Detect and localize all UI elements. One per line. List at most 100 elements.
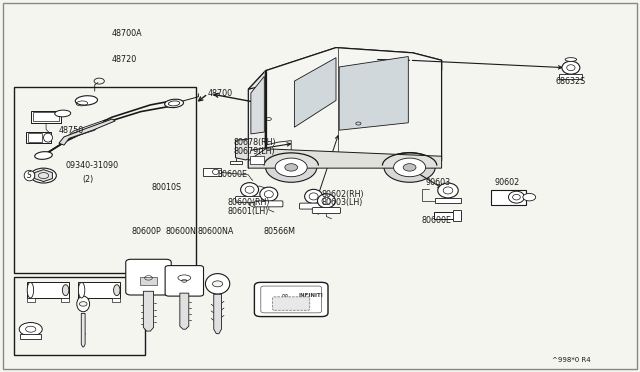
Circle shape	[285, 164, 298, 171]
Ellipse shape	[78, 282, 85, 298]
Ellipse shape	[27, 282, 33, 298]
Ellipse shape	[260, 187, 278, 201]
Bar	[140, 277, 157, 285]
Bar	[113, 298, 120, 302]
Text: 80600P: 80600P	[131, 227, 161, 236]
Text: 68632S: 68632S	[556, 77, 586, 86]
Polygon shape	[236, 139, 248, 160]
Text: 80566M: 80566M	[264, 227, 296, 236]
Bar	[61, 298, 69, 302]
Ellipse shape	[565, 58, 577, 61]
Bar	[253, 159, 263, 163]
Ellipse shape	[77, 296, 90, 312]
Text: 90602: 90602	[494, 178, 519, 187]
Bar	[79, 298, 86, 302]
Circle shape	[394, 158, 426, 177]
Text: 48700: 48700	[208, 89, 233, 98]
Bar	[27, 298, 35, 302]
Text: ^998*0 R4: ^998*0 R4	[552, 357, 590, 363]
Bar	[203, 168, 221, 176]
Bar	[491, 190, 526, 205]
FancyBboxPatch shape	[273, 297, 310, 310]
Bar	[250, 156, 264, 164]
Ellipse shape	[438, 183, 458, 198]
Circle shape	[212, 281, 223, 287]
Text: 48700A: 48700A	[112, 29, 143, 38]
Circle shape	[31, 168, 56, 183]
FancyBboxPatch shape	[165, 266, 204, 296]
Text: 80600N: 80600N	[165, 227, 196, 236]
Bar	[559, 74, 582, 79]
Polygon shape	[248, 48, 442, 89]
FancyBboxPatch shape	[312, 208, 340, 214]
Text: 80601(LH): 80601(LH)	[227, 207, 269, 216]
Polygon shape	[339, 57, 408, 130]
Text: 80600(RH): 80600(RH)	[227, 198, 269, 207]
Polygon shape	[63, 120, 106, 141]
Text: S: S	[27, 171, 32, 180]
Ellipse shape	[317, 194, 335, 208]
Bar	[14, 87, 196, 273]
Text: 80010S: 80010S	[151, 183, 181, 192]
Ellipse shape	[114, 285, 120, 296]
FancyBboxPatch shape	[255, 201, 283, 207]
Polygon shape	[294, 58, 336, 127]
Bar	[453, 210, 461, 221]
Bar	[28, 133, 42, 142]
Text: 80678(RH): 80678(RH)	[234, 138, 276, 147]
Polygon shape	[59, 119, 115, 145]
Polygon shape	[251, 76, 264, 134]
Text: 80602(RH): 80602(RH)	[321, 190, 364, 199]
Text: INFINITI: INFINITI	[299, 293, 324, 298]
Bar	[434, 212, 461, 219]
Circle shape	[275, 158, 307, 177]
Ellipse shape	[562, 61, 580, 74]
Text: 90603: 90603	[426, 178, 451, 187]
Circle shape	[523, 193, 536, 201]
Polygon shape	[248, 71, 266, 168]
Text: 80600E: 80600E	[421, 216, 451, 225]
Polygon shape	[214, 294, 221, 334]
Ellipse shape	[241, 183, 259, 197]
Ellipse shape	[55, 110, 70, 117]
Text: 80600E: 80600E	[218, 170, 248, 179]
Text: 80603(LH): 80603(LH)	[321, 198, 363, 207]
Polygon shape	[435, 198, 461, 203]
Polygon shape	[143, 291, 154, 331]
Bar	[14, 277, 145, 355]
Bar	[79, 282, 120, 298]
FancyBboxPatch shape	[255, 282, 328, 317]
Text: ∞: ∞	[281, 291, 289, 301]
Ellipse shape	[35, 152, 52, 159]
Text: 09340-31090: 09340-31090	[65, 161, 118, 170]
Bar	[20, 334, 41, 339]
Circle shape	[384, 153, 435, 182]
Polygon shape	[248, 149, 442, 168]
FancyBboxPatch shape	[125, 259, 172, 295]
Bar	[27, 282, 69, 298]
Bar	[31, 111, 61, 123]
Bar	[33, 112, 59, 121]
Circle shape	[403, 164, 416, 171]
Text: 48720: 48720	[112, 55, 137, 64]
Polygon shape	[180, 293, 189, 329]
Ellipse shape	[305, 189, 323, 203]
Ellipse shape	[76, 96, 97, 105]
Bar	[230, 161, 242, 164]
Ellipse shape	[164, 99, 184, 108]
Ellipse shape	[205, 274, 230, 294]
Text: 80600NA: 80600NA	[197, 227, 234, 236]
Polygon shape	[81, 313, 85, 347]
Polygon shape	[266, 48, 442, 168]
Ellipse shape	[509, 191, 525, 203]
Text: 80679(LH): 80679(LH)	[234, 147, 275, 156]
Ellipse shape	[62, 285, 69, 296]
Circle shape	[19, 323, 42, 336]
Circle shape	[79, 302, 87, 306]
Text: (2): (2)	[82, 175, 93, 184]
FancyBboxPatch shape	[236, 196, 264, 202]
Bar	[26, 132, 51, 143]
Text: 48750: 48750	[59, 126, 84, 135]
FancyBboxPatch shape	[300, 203, 328, 209]
Ellipse shape	[44, 133, 52, 142]
